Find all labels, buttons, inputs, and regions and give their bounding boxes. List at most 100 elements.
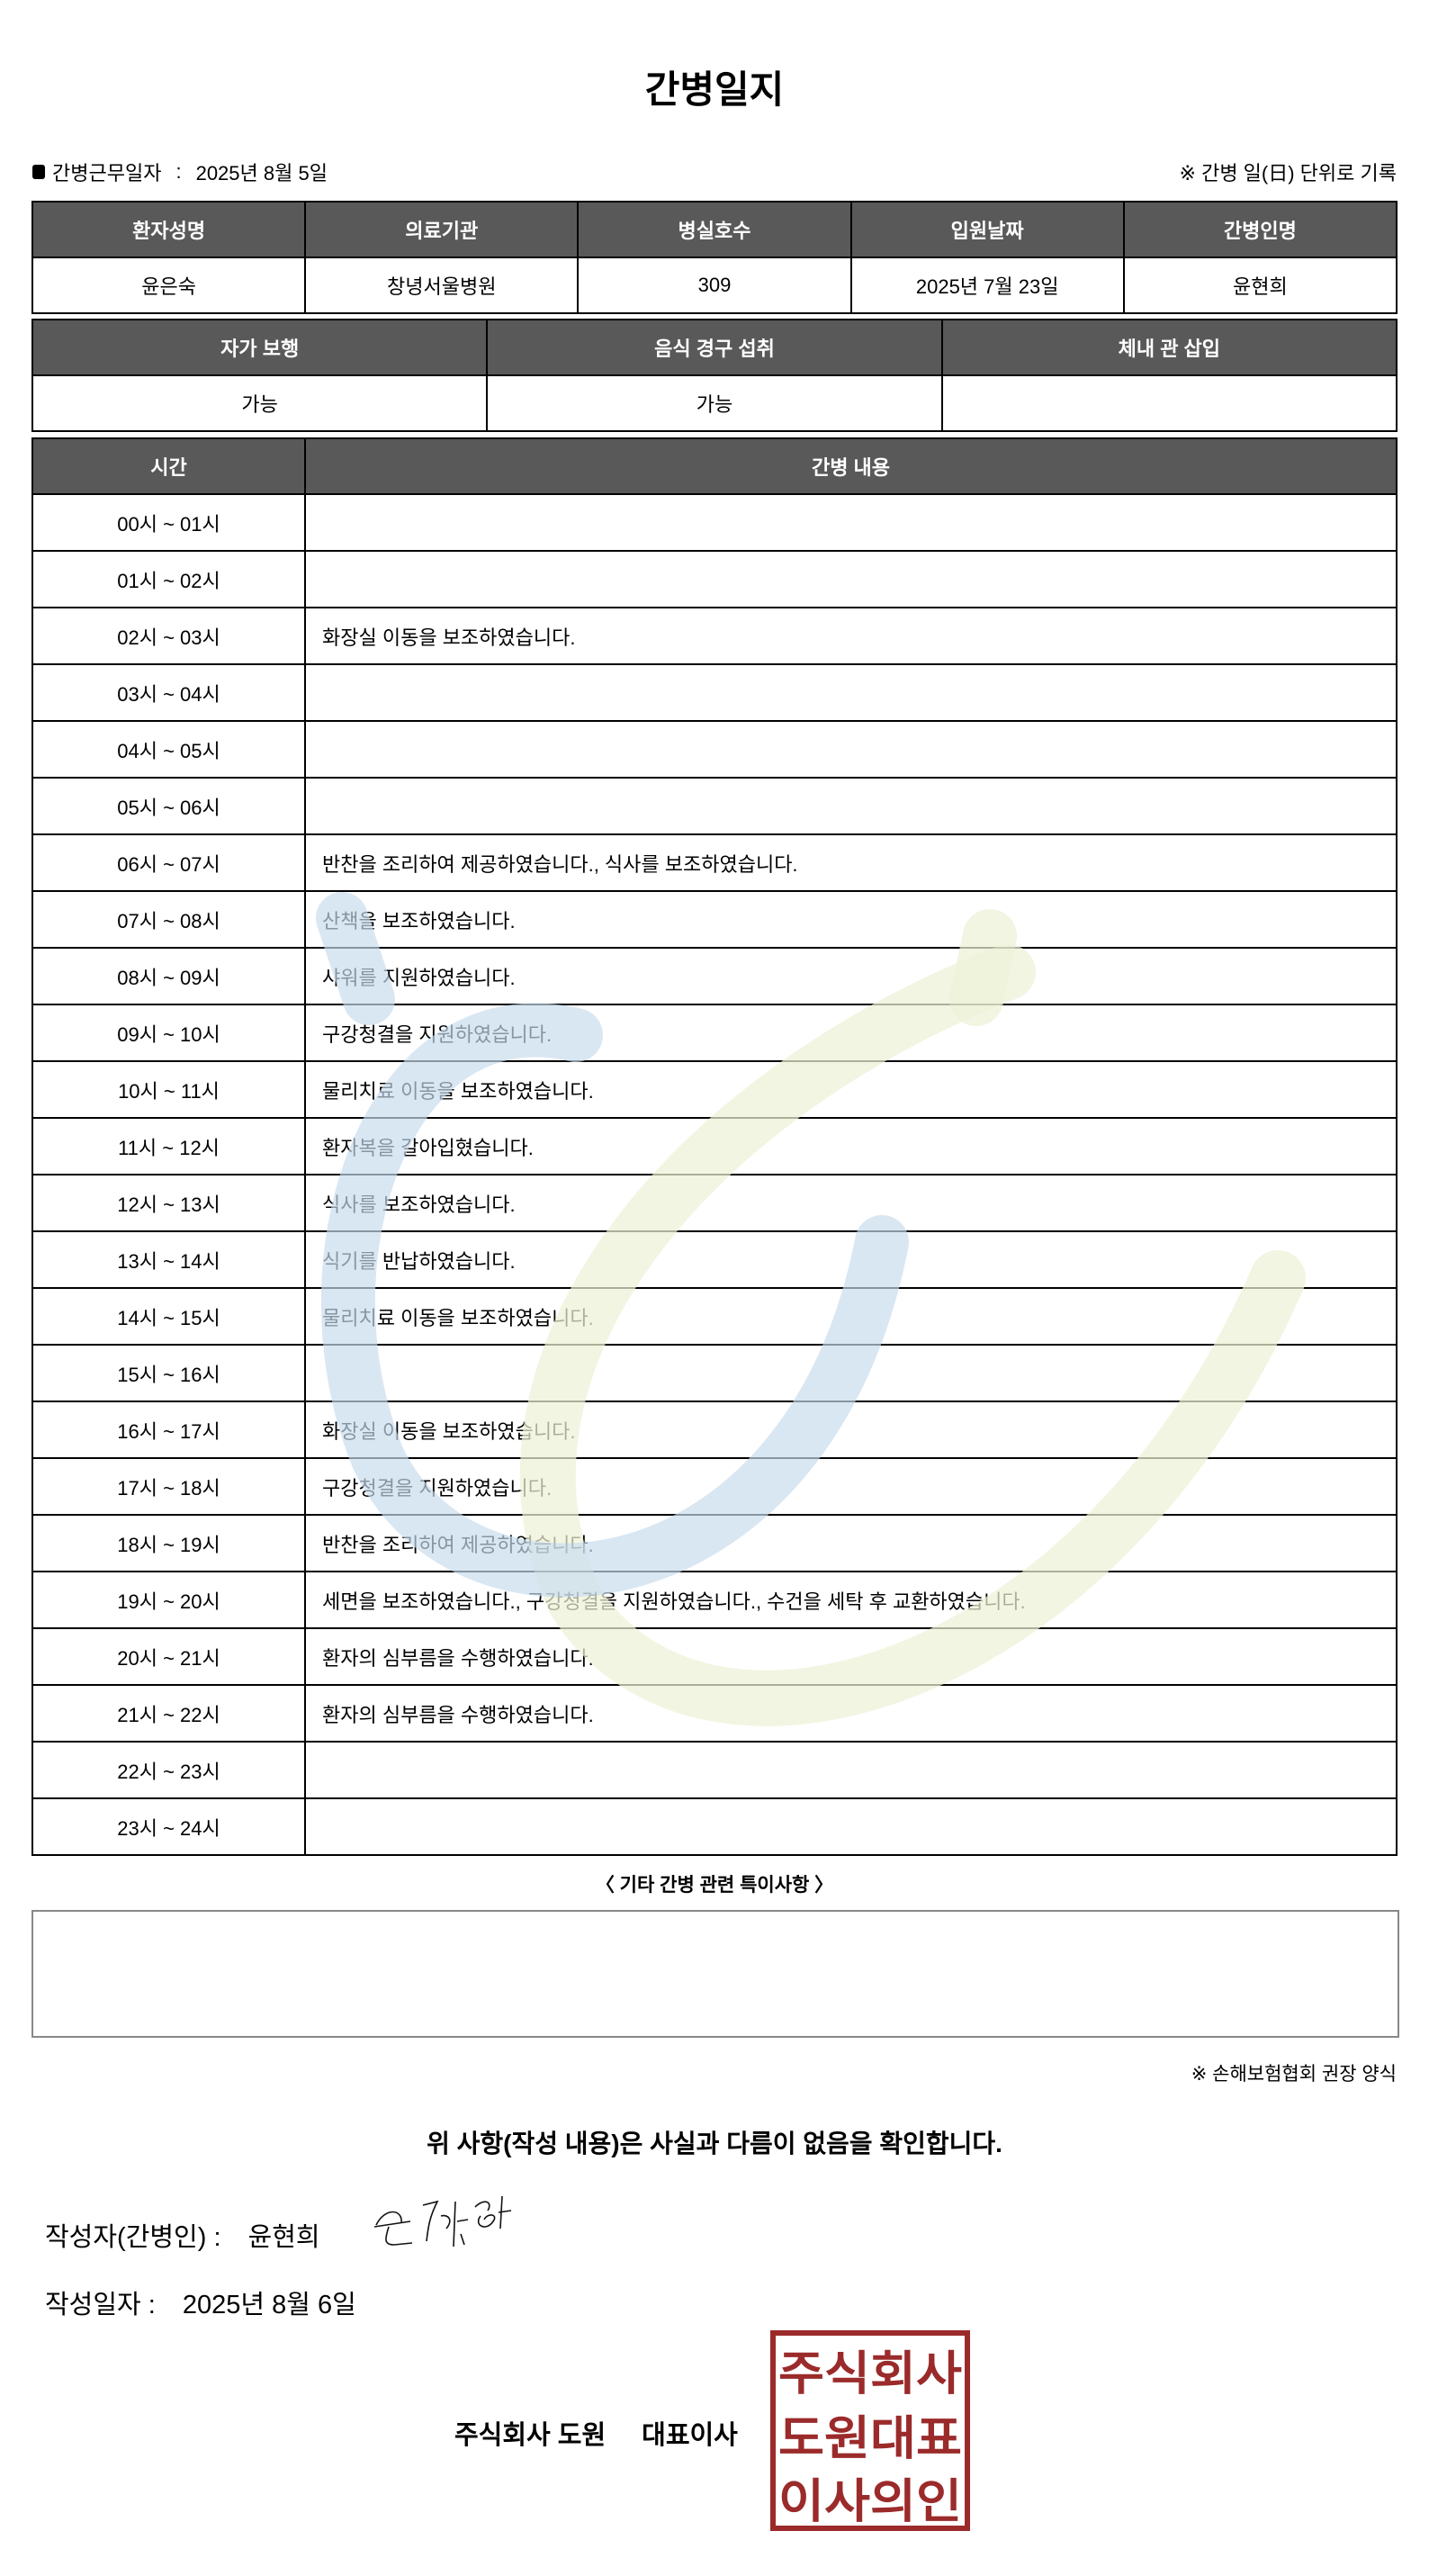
log-row: 17시 ~ 18시 구강청결을 지원하였습니다. — [31, 1457, 1398, 1516]
log-content: 환자의 심부름을 수행하였습니다. — [304, 1684, 1398, 1743]
written-date-line: 작성일자 : 2025년 8월 6일 — [45, 2283, 356, 2321]
log-content — [304, 1741, 1398, 1799]
log-row: 00시 ~ 01시 — [31, 493, 1398, 552]
log-content — [304, 663, 1398, 722]
log-content: 물리치료 이동을 보조하였습니다. — [304, 1287, 1398, 1346]
patient-table: 환자성명 의료기관 병실호수 입원날짜 간병인명 윤은숙 창녕서울병원 309 … — [31, 201, 1398, 314]
log-content: 식기를 반납하였습니다. — [304, 1230, 1398, 1289]
log-content: 화장실 이동을 보조하였습니다. — [304, 607, 1398, 665]
log-row: 13시 ~ 14시 식기를 반납하였습니다. — [31, 1230, 1398, 1289]
log-content: 물리치료 이동을 보조하였습니다. — [304, 1060, 1398, 1119]
log-row: 09시 ~ 10시 구강청결을 지원하였습니다. — [31, 1004, 1398, 1062]
form-note: ※ 손해보험협회 권장 양식 — [1191, 2064, 1397, 2085]
log-row: 20시 ~ 21시 환자의 심부름을 수행하였습니다. — [31, 1627, 1398, 1686]
log-time: 03시 ~ 04시 — [31, 663, 306, 722]
walking-value: 가능 — [31, 374, 489, 432]
oral-intake-value: 가능 — [486, 374, 943, 432]
log-row: 07시 ~ 08시 산책을 보조하였습니다. — [31, 890, 1398, 949]
log-time: 08시 ~ 09시 — [31, 947, 306, 1005]
log-content: 세면을 보조하였습니다., 구강청결을 지원하였습니다., 수건을 세탁 후 교… — [304, 1571, 1398, 1629]
log-row: 05시 ~ 06시 — [31, 777, 1398, 835]
header-content: 간병 내용 — [304, 437, 1398, 495]
svg-text:이사의인: 이사의인 — [778, 2475, 962, 2529]
header-walking: 자가 보행 — [31, 319, 489, 376]
patient-value-row: 윤은숙 창녕서울병원 309 2025년 7월 23일 윤현희 — [31, 257, 1398, 314]
log-content: 식사를 보조하였습니다. — [304, 1174, 1398, 1232]
company-name: 주식회사 도원 — [454, 2421, 607, 2450]
log-header-row: 시간 간병 내용 — [31, 437, 1398, 495]
log-content: 반찬을 조리하여 제공하였습니다. — [304, 1514, 1398, 1572]
log-time: 16시 ~ 17시 — [31, 1401, 306, 1459]
log-content: 반찬을 조리하여 제공하였습니다., 식사를 보조하였습니다. — [304, 833, 1398, 892]
log-time: 22시 ~ 23시 — [31, 1741, 306, 1799]
log-row: 06시 ~ 07시 반찬을 조리하여 제공하였습니다., 식사를 보조하였습니다. — [31, 833, 1398, 892]
log-content — [304, 493, 1398, 552]
header-hospital: 의료기관 — [304, 201, 580, 258]
log-row: 23시 ~ 24시 — [31, 1797, 1398, 1856]
work-date: 간병근무일자 : 2025년 8월 5일 — [32, 158, 328, 186]
patient-header-row: 환자성명 의료기관 병실호수 입원날짜 간병인명 — [31, 201, 1398, 258]
log-time: 01시 ~ 02시 — [31, 550, 306, 608]
log-row: 14시 ~ 15시 물리치료 이동을 보조하였습니다. — [31, 1287, 1398, 1346]
patient-name: 윤은숙 — [31, 257, 307, 314]
log-row: 04시 ~ 05시 — [31, 720, 1398, 779]
company-seal-stamp: 주식회사 도원대표 이사의인 — [770, 2330, 970, 2531]
log-time: 19시 ~ 20시 — [31, 1571, 306, 1629]
writer-name: 윤현희 — [247, 2223, 320, 2252]
log-row: 12시 ~ 13시 식사를 보조하였습니다. — [31, 1174, 1398, 1232]
log-time: 09시 ~ 10시 — [31, 1004, 306, 1062]
tube-value — [940, 374, 1398, 432]
log-content — [304, 777, 1398, 835]
log-time: 00시 ~ 01시 — [31, 493, 306, 552]
header-time: 시간 — [31, 437, 306, 495]
confirm-statement: 위 사항(작성 내용)은 사실과 다름이 없음을 확인합니다. — [427, 2130, 1002, 2157]
header-room: 병실호수 — [577, 201, 852, 258]
log-time: 11시 ~ 12시 — [31, 1117, 306, 1175]
writer-line: 작성자(간병인) : 윤현희 — [45, 2216, 320, 2254]
log-time: 04시 ~ 05시 — [31, 720, 306, 779]
log-row: 03시 ~ 04시 — [31, 663, 1398, 722]
log-time: 14시 ~ 15시 — [31, 1287, 306, 1346]
writer-label: 작성자(간병인) : — [45, 2223, 221, 2252]
admission-date: 2025년 7월 23일 — [849, 257, 1125, 314]
company-title: 대표이사 — [642, 2421, 738, 2450]
log-row: 01시 ~ 02시 — [31, 550, 1398, 608]
log-content: 환자의 심부름을 수행하였습니다. — [304, 1627, 1398, 1686]
log-content — [304, 1797, 1398, 1856]
log-row: 15시 ~ 16시 — [31, 1344, 1398, 1402]
header-caregiver: 간병인명 — [1122, 201, 1398, 258]
log-content — [304, 720, 1398, 779]
log-content: 구강청결을 지원하였습니다. — [304, 1457, 1398, 1516]
care-log-table: 시간 간병 내용 00시 ~ 01시 01시 ~ 02시 02시 ~ 03시 화장실 … — [31, 437, 1398, 1856]
status-header-row: 자가 보행 음식 경구 섭취 체내 관 삽입 — [31, 319, 1398, 376]
square-bullet-icon — [32, 165, 45, 179]
log-time: 07시 ~ 08시 — [31, 890, 306, 949]
log-row: 21시 ~ 22시 환자의 심부름을 수행하였습니다. — [31, 1684, 1398, 1743]
company-line: 주식회사 도원 대표이사 — [454, 2414, 738, 2452]
log-row: 10시 ~ 11시 물리치료 이동을 보조하였습니다. — [31, 1060, 1398, 1119]
log-row: 19시 ~ 20시 세면을 보조하였습니다., 구강청결을 지원하였습니다., 수… — [31, 1571, 1398, 1629]
work-date-sep: : — [175, 160, 182, 183]
log-content: 구강청결을 지원하였습니다. — [304, 1004, 1398, 1062]
svg-text:도원대표: 도원대표 — [778, 2412, 962, 2466]
work-date-label: 간병근무일자 — [52, 162, 162, 185]
unit-note: ※ 간병 일(日) 단위로 기록 — [1179, 162, 1397, 185]
log-content: 화장실 이동을 보조하였습니다. — [304, 1401, 1398, 1459]
log-content: 환자복을 갈아입혔습니다. — [304, 1117, 1398, 1175]
log-time: 12시 ~ 13시 — [31, 1174, 306, 1232]
signature-image — [373, 2195, 512, 2247]
log-time: 20시 ~ 21시 — [31, 1627, 306, 1686]
log-row: 18시 ~ 19시 반찬을 조리하여 제공하였습니다. — [31, 1514, 1398, 1572]
log-time: 05시 ~ 06시 — [31, 777, 306, 835]
log-time: 02시 ~ 03시 — [31, 607, 306, 665]
log-content: 샤워를 지원하였습니다. — [304, 947, 1398, 1005]
room-number: 309 — [577, 257, 852, 314]
log-time: 18시 ~ 19시 — [31, 1514, 306, 1572]
written-date-value: 2025년 8월 6일 — [182, 2291, 356, 2319]
log-time: 06시 ~ 07시 — [31, 833, 306, 892]
log-time: 17시 ~ 18시 — [31, 1457, 306, 1516]
work-date-value: 2025년 8월 5일 — [195, 162, 328, 185]
caregiver-name: 윤현희 — [1122, 257, 1398, 314]
log-row: 22시 ~ 23시 — [31, 1741, 1398, 1799]
log-content — [304, 1344, 1398, 1402]
